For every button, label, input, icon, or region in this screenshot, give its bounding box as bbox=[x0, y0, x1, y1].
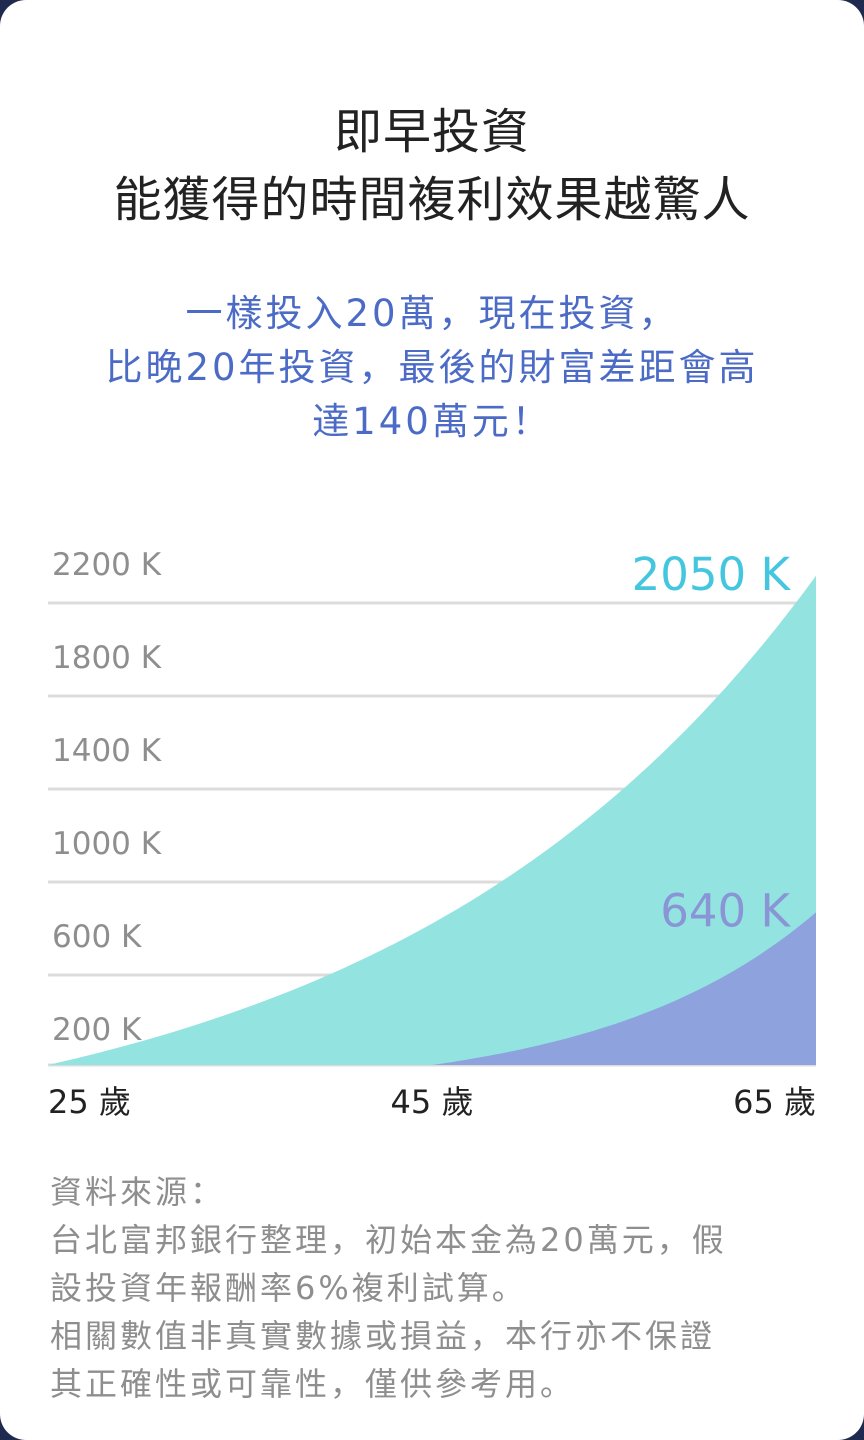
y-tick-label: 1000 K bbox=[52, 826, 162, 862]
series-end-label-2: 640 K bbox=[660, 884, 791, 937]
y-tick-label: 200 K bbox=[52, 1012, 142, 1048]
y-tick-label: 1800 K bbox=[52, 640, 162, 676]
series-area-1 bbox=[48, 575, 816, 1065]
y-tick-label: 600 K bbox=[52, 919, 142, 955]
subtitle-line-3: 達140萬元！ bbox=[312, 400, 552, 443]
compound-growth-chart: 2200 K 1800 K 1400 K 1000 K 600 K 200 K 2050 K… bbox=[48, 547, 816, 1121]
title-line-1: 即早投資 bbox=[333, 104, 530, 160]
series-area-2 bbox=[432, 912, 816, 1065]
series-end-label-1: 2050 K bbox=[632, 548, 792, 601]
source-line-5: 其正確性或可靠性，僅供參考用。 bbox=[50, 1365, 576, 1403]
source-line-3: 設投資年報酬率6%複利試算。 bbox=[50, 1269, 527, 1307]
x-tick-label: 45 歲 bbox=[391, 1083, 474, 1121]
data-source-note: 資料來源： 台北富邦銀行整理，初始本金為20萬元，假 設投資年報酬率6%複利試算… bbox=[50, 1168, 830, 1408]
y-tick-label: 2200 K bbox=[52, 547, 162, 583]
subtitle-line-1: 一樣投入20萬，現在投資， bbox=[185, 292, 679, 335]
x-tick-label: 65 歲 bbox=[733, 1083, 816, 1121]
x-tick-label: 25 歲 bbox=[48, 1083, 131, 1121]
title-line-2: 能獲得的時間複利效果越驚人 bbox=[113, 172, 751, 228]
source-line-1: 資料來源： bbox=[50, 1173, 226, 1211]
y-tick-label: 1400 K bbox=[52, 733, 162, 769]
page-title: 即早投資 能獲得的時間複利效果越驚人 bbox=[0, 98, 864, 234]
source-line-2: 台北富邦銀行整理，初始本金為20萬元，假 bbox=[50, 1221, 727, 1259]
source-line-4: 相關數值非真實數據或損益，本行亦不保證 bbox=[50, 1317, 716, 1355]
subtitle-line-2: 比晚20年投資，最後的財富差距會高 bbox=[105, 346, 759, 389]
highlight-message: 一樣投入20萬，現在投資， 比晚20年投資，最後的財富差距會高 達140萬元！ bbox=[40, 287, 824, 449]
